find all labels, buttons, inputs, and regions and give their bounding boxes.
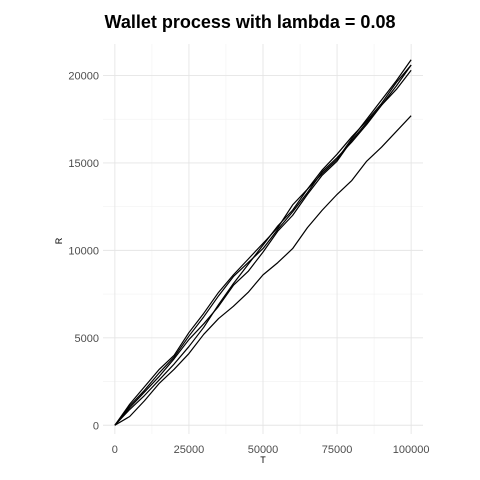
series-line-1 xyxy=(114,64,412,426)
y-tick-label: 0 xyxy=(93,420,99,432)
series-line-5 xyxy=(114,115,412,426)
grid xyxy=(103,44,423,434)
tick-labels: 0 25000 50000 75000 100000 0 5000 10000 15000 200… xyxy=(68,70,429,456)
x-tick-label: 25000 xyxy=(174,444,205,456)
y-axis-title: R xyxy=(54,237,64,244)
y-tick-label: 5000 xyxy=(75,333,99,345)
x-axis-title: T xyxy=(260,455,266,465)
x-tick-label: 50000 xyxy=(248,444,279,456)
x-tick-label: 0 xyxy=(112,444,118,456)
series-line-4 xyxy=(114,69,412,426)
x-tick-label: 75000 xyxy=(322,444,353,456)
x-tick-label: 100000 xyxy=(393,444,430,456)
y-tick-label: 15000 xyxy=(68,158,99,170)
y-tick-label: 10000 xyxy=(68,245,99,257)
series-line-3 xyxy=(114,59,412,426)
chart-title: Wallet process with lambda = 0.08 xyxy=(105,12,396,32)
y-tick-label: 20000 xyxy=(68,70,99,82)
series-group xyxy=(114,59,412,426)
